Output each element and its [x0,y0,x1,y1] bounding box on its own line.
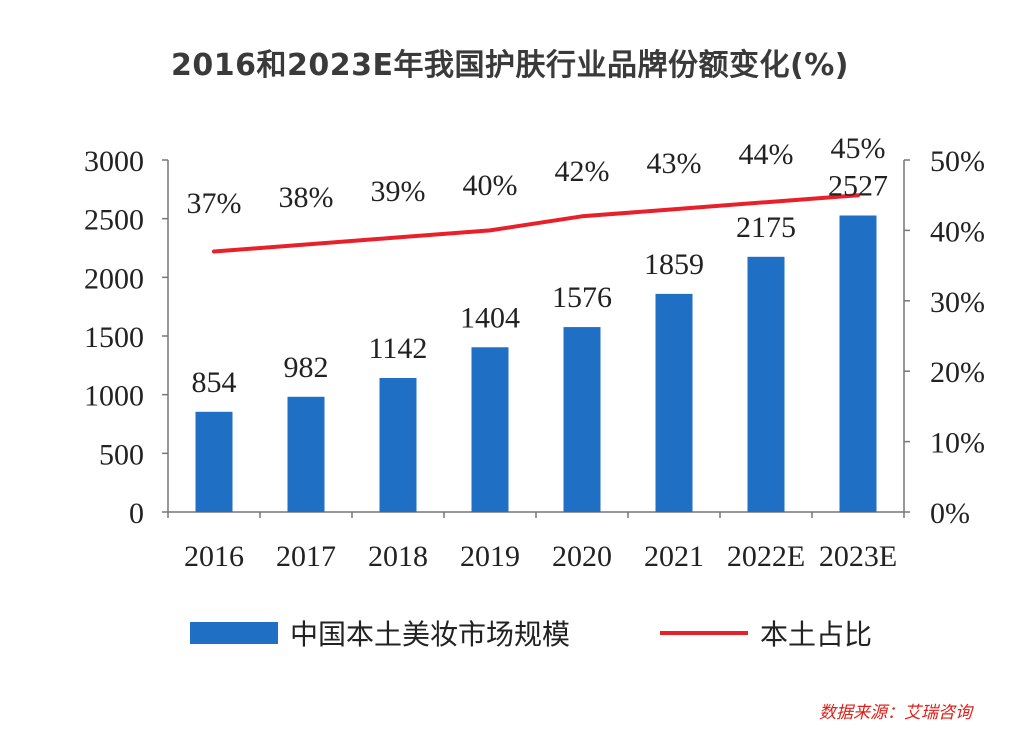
bar-value-label: 2527 [828,169,888,202]
bar-value-label: 1142 [369,332,428,365]
line-value-label: 39% [371,175,426,208]
x-tick-label: 2016 [184,540,244,573]
left-tick-label: 1500 [84,321,144,354]
right-tick-label: 50% [930,145,985,178]
bar-value-label: 982 [284,351,329,384]
x-tick-label: 2018 [368,540,428,573]
right-tick-label: 40% [930,215,985,248]
bar-series [195,215,877,513]
bar [563,327,601,512]
right-tick-label: 20% [930,356,985,389]
line-value-label: 40% [463,169,518,202]
right-tick-label: 30% [930,286,985,319]
bar [839,215,877,513]
left-tick-label: 2500 [84,204,144,237]
line-value-label: 37% [187,187,242,220]
x-tick-label: 2023E [819,540,897,573]
bar-value-label: 1859 [644,248,704,281]
legend-line-label: 本土占比 [760,618,872,651]
legend-bar-swatch [190,622,278,644]
x-tick-label: 2020 [552,540,612,573]
bar [287,396,325,512]
right-tick-label: 0% [930,497,970,530]
bar [471,347,509,512]
bar-value-label: 1576 [552,281,612,314]
line-value-label: 43% [647,147,702,180]
line-series [212,193,860,254]
legend-bar-label: 中国本土美妆市场规模 [290,618,570,651]
left-tick-label: 1000 [84,380,144,413]
left-tick-label: 3000 [84,145,144,178]
legend: 中国本土美妆市场规模 本土占比 [190,618,872,651]
left-tick-label: 500 [99,438,144,471]
bar-value-label: 1404 [460,301,520,334]
left-tick-label: 2000 [84,262,144,295]
bar [379,378,417,512]
x-tick-label: 2021 [644,540,704,573]
share-line [212,193,860,254]
x-tick-label: 2017 [276,540,336,573]
source-note: 数据来源：艾瑞咨询 [819,703,972,723]
left-tick-label: 0 [129,497,144,530]
data-labels: 854 982 1142 1404 1576 1859 2175 2527 37% 38% 39% 4… [187,132,889,399]
x-tick-label: 2022E [727,540,805,573]
line-value-label: 42% [555,155,610,188]
line-value-label: 45% [831,132,886,165]
bar-value-label: 2175 [736,211,796,244]
bar-value-label: 854 [192,366,237,399]
line-value-label: 44% [739,138,794,171]
bar [195,411,233,512]
chart-title: 2016和2023E年我国护肤行业品牌份额变化(%) [171,48,849,83]
bar [655,293,693,512]
right-tick-label: 10% [930,427,985,460]
x-tick-label: 2019 [460,540,520,573]
bar [747,256,785,512]
line-value-label: 38% [279,181,334,214]
